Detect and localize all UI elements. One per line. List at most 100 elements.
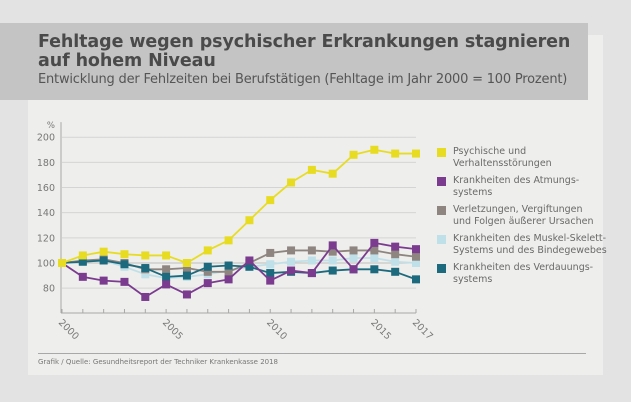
data-point	[412, 275, 420, 284]
data-point	[203, 267, 212, 276]
data-point	[224, 261, 233, 270]
data-point	[182, 290, 191, 299]
y-tick-label: 80	[43, 284, 55, 295]
data-point	[391, 149, 400, 158]
data-point	[391, 267, 400, 276]
data-point	[162, 265, 171, 274]
data-point	[99, 247, 108, 256]
data-point	[162, 272, 171, 281]
chart-title: Fehltage wegen psychischer Erkrankungen …	[38, 32, 571, 71]
legend-label: Verletzungen, Vergiftungen und Folgen äuß…	[453, 204, 594, 227]
data-point	[182, 259, 191, 267]
data-point	[412, 259, 420, 267]
legend-swatch	[437, 235, 446, 244]
series-line	[61, 148, 416, 264]
data-point	[266, 269, 275, 278]
data-point	[391, 242, 400, 251]
data-point	[182, 271, 191, 280]
y-tick-label: 140	[37, 208, 55, 219]
data-point	[120, 277, 129, 286]
legend-swatch	[437, 264, 446, 273]
data-point	[203, 279, 212, 288]
y-tick-label: 120	[37, 233, 55, 244]
data-point	[266, 196, 275, 205]
data-point	[349, 253, 358, 262]
legend-label: Psychische und Verhaltensstörungen	[453, 146, 552, 169]
data-point	[370, 253, 379, 262]
data-point	[412, 245, 420, 254]
data-point	[120, 260, 129, 269]
y-tick-label: 100	[37, 259, 55, 270]
data-point	[328, 241, 337, 250]
x-tick-label: 2000	[56, 317, 81, 342]
data-point	[328, 266, 337, 275]
x-tick-label: 2015	[368, 317, 393, 342]
data-point	[307, 256, 316, 265]
data-point	[349, 246, 358, 255]
data-point	[224, 267, 233, 276]
data-point	[99, 256, 108, 265]
data-point	[328, 256, 337, 265]
data-point	[224, 236, 233, 245]
data-point	[287, 246, 296, 255]
data-point	[266, 260, 275, 269]
data-point	[412, 252, 420, 261]
data-point	[78, 251, 87, 260]
legend-label: Krankheiten des Muskel-Skelett- Systems u…	[453, 233, 607, 256]
data-point	[141, 251, 150, 260]
data-point	[141, 270, 150, 279]
data-point	[287, 178, 296, 187]
data-point	[391, 257, 400, 266]
x-tick-label: 2005	[160, 317, 185, 342]
source-note: Grafik / Quelle: Gesundheitsreport der T…	[38, 358, 279, 366]
data-point	[162, 251, 171, 260]
data-point	[349, 150, 358, 159]
x-tick-label: 2010	[264, 317, 289, 342]
data-point	[370, 238, 379, 247]
y-axis-unit-label: %	[47, 121, 55, 131]
data-point	[328, 247, 337, 256]
data-point	[99, 276, 108, 285]
data-point	[370, 145, 379, 154]
data-point	[203, 246, 212, 255]
data-point	[266, 248, 275, 257]
data-point	[412, 149, 420, 158]
data-point	[120, 250, 129, 259]
legend-swatch	[437, 177, 446, 186]
data-point	[307, 165, 316, 174]
data-point	[245, 262, 254, 271]
data-point	[245, 256, 254, 265]
data-point	[141, 264, 150, 273]
data-point	[141, 292, 150, 301]
data-point	[307, 246, 316, 255]
data-point	[58, 259, 66, 267]
y-tick-label: 180	[37, 158, 55, 169]
data-point	[78, 257, 87, 266]
data-point	[162, 280, 171, 289]
data-point	[245, 216, 254, 225]
data-point	[328, 169, 337, 178]
data-point	[182, 264, 191, 273]
legend-swatch	[437, 148, 446, 157]
data-point	[370, 265, 379, 274]
header-band	[0, 23, 588, 100]
legend-label: Krankheiten des Atmungs-systems	[453, 175, 580, 198]
y-tick-label: 160	[37, 183, 55, 194]
chart-subtitle: Entwicklung der Fehlzeiten bei Berufstät…	[38, 72, 568, 87]
data-point	[287, 257, 296, 266]
data-point	[266, 276, 275, 285]
data-point	[370, 246, 379, 255]
data-point	[307, 269, 316, 278]
legend-swatch	[437, 206, 446, 215]
legend-label: Krankheiten des Verdauungs-systems	[453, 262, 594, 285]
data-point	[224, 275, 233, 284]
footer-divider	[38, 353, 586, 354]
x-tick-label: 2017	[410, 317, 435, 342]
y-tick-label: 200	[37, 133, 55, 144]
data-point	[78, 272, 87, 281]
data-point	[349, 265, 358, 274]
data-point	[391, 250, 400, 259]
data-point	[203, 262, 212, 271]
data-point	[287, 266, 296, 275]
